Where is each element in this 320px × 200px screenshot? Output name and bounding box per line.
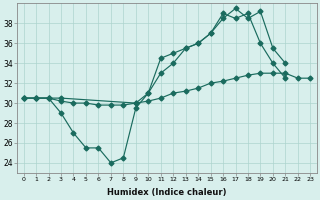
X-axis label: Humidex (Indice chaleur): Humidex (Indice chaleur) <box>107 188 227 197</box>
